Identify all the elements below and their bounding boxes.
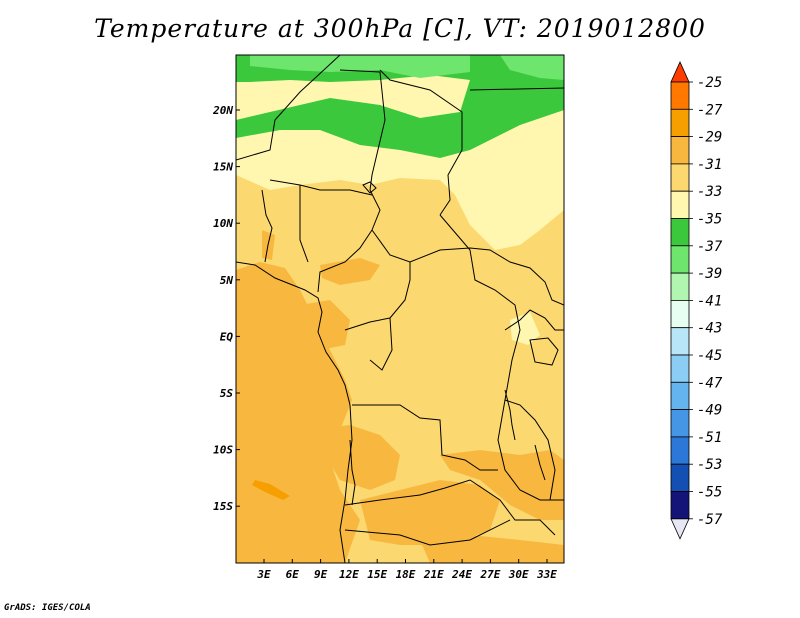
field-region-37 [236,55,564,158]
field-region-31-patch-c [300,300,350,350]
lon-tick-label: 21E [423,568,444,581]
colorbar-swatch [670,190,690,219]
colorbar-swatch [670,299,690,329]
border-east-a [504,309,564,331]
field-region-29-streak [252,480,290,500]
lon-tick-label: 9E [314,568,328,581]
field-region-31-patch-b [320,258,380,285]
colorbar-label: -45 [697,348,722,364]
map-title: Temperature at 300hPa [C], VT: 201901280… [94,14,706,43]
colorbar-label: -51 [697,430,722,446]
colorbar-label: -29 [697,130,722,146]
lat-tick-label: 10S [213,444,233,457]
colorbar-label: -57 [697,512,723,528]
lake-victoria [529,337,559,366]
border-south-a [352,404,498,471]
lat-tick-label: 15S [213,500,233,513]
colorbar-label: -33 [697,184,722,200]
colorbar-swatch [670,218,690,247]
lon-tick-label: 15E [367,568,387,581]
colorbar-swatch [670,409,690,438]
lat-tick-label: 5N [220,274,234,287]
border-north-b [379,69,463,216]
temperature-field [236,55,564,563]
border-north-c [339,69,386,231]
colorbar-label: -25 [697,75,722,91]
colorbar-swatch [670,327,690,356]
lat-tick-label: 20N [212,104,233,117]
colorbar-swatch [670,108,690,138]
colorbar-label: -49 [697,403,722,419]
field-region-31-south-a [310,425,400,490]
border-east-b [504,399,556,501]
colorbar-swatch [670,463,690,492]
field-region-31-south-b [360,480,500,545]
border-south-b [349,439,356,506]
border-central-h [389,262,411,319]
border-central-f [439,214,564,501]
colorbar: -25 -27 -29 -31 -33 -35 -37 -39 -41 -43 -45 -47 -49 -… [670,61,723,540]
colorbar-top-triangle [670,61,690,83]
field-region-31-south-c [440,450,564,520]
colorbar-label: -37 [697,239,723,255]
border-central-g [344,317,393,371]
colorbar-label: -27 [697,102,723,118]
colorbar-swatch [670,436,690,465]
colorbar-swatch [670,245,690,274]
border-central-b [261,189,273,263]
map-frame [235,54,565,564]
latitude-axis: 20N 15N 10N 5N EQ 5S 10S 15S [212,104,240,513]
lon-tick-label: 33E [536,568,557,581]
colorbar-bottom-triangle [670,518,690,540]
colorbar-swatch [670,136,690,165]
lon-tick-label: 24E [451,568,472,581]
lat-tick-label: EQ [220,330,234,343]
border-central-a [269,179,373,196]
lake-malawi [534,444,546,481]
colorbar-swatch [670,354,690,383]
country-borders [236,55,564,563]
colorbar-label: -41 [697,293,722,309]
colorbar-label: -31 [697,157,722,173]
border-south-c [344,479,556,536]
lon-tick-label: 18E [396,568,416,581]
lat-tick-label: 5S [220,387,234,400]
field-region-39-a [250,55,470,78]
border-central-e [371,229,564,306]
lake-tanganyika [504,389,516,441]
colorbar-swatch [670,163,690,192]
border-central-c [299,185,309,263]
colorbar-label: -55 [697,485,722,501]
colorbar-swatch [670,491,690,520]
colorbar-swatch [670,272,690,301]
lat-tick-label: 10N [213,217,233,230]
field-region-35-east [510,312,540,345]
border-south-d [344,519,511,546]
colorbar-label: -53 [697,457,722,473]
colorbar-label: -47 [697,375,723,391]
colorbar-label: -43 [697,321,722,337]
lat-tick-label: 15N [213,161,233,174]
border-central-d [317,229,373,293]
border-north-d [469,87,564,91]
longitude-axis: 3E 6E 9E 12E 15E 18E 21E 24E 27E 30E 33E [256,559,557,581]
colorbar-label: -35 [697,212,722,228]
lon-tick-label: 27E [479,568,500,581]
colorbar-label: -39 [697,266,722,282]
border-north-a [236,55,341,161]
lon-tick-label: 12E [339,568,359,581]
lon-tick-label: 3E [256,568,271,581]
field-region-39-b [500,55,564,80]
lon-tick-label: 6E [286,568,300,581]
coastline-west [236,261,353,563]
colorbar-swatch [670,81,690,110]
colorbar-swatch [670,381,690,410]
lon-tick-label: 30E [508,568,529,581]
lake-chad [362,181,377,194]
grads-credit: GrADS: IGES/COLA [4,603,91,613]
